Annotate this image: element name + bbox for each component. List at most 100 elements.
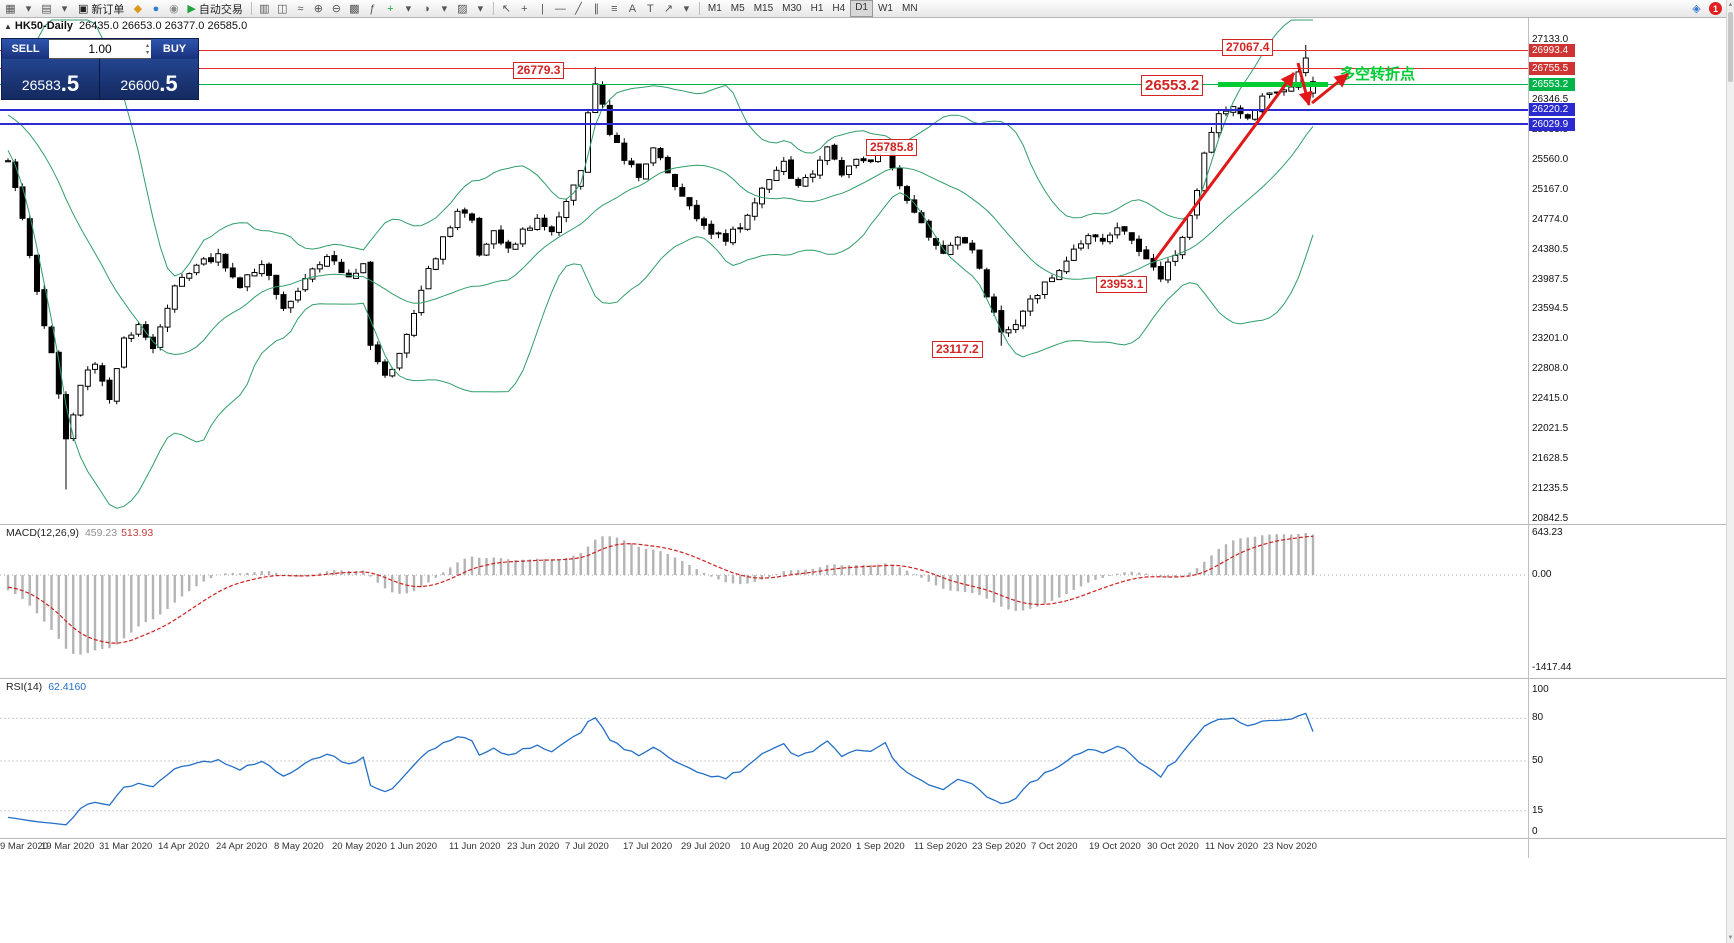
chart-title: ▲ HK50-Daily 26435.0 26653.0 26377.0 26585… [4,20,247,32]
horizontal-line-26029.9[interactable] [0,123,1528,125]
rsi-axis-label: 50 [1532,755,1544,766]
text-icon[interactable]: A [628,2,637,15]
timeframe-m30[interactable]: M30 [782,3,802,14]
line-chart-icon[interactable]: ≈ [297,2,304,15]
auto-trading-button-label: 自动交易 [198,3,243,16]
periods-icon[interactable]: ◑ [423,2,430,15]
price-annotation-26553.2[interactable]: 26553.2 [1141,75,1204,96]
price-marker-26220.2: 26220.2 [1529,103,1575,116]
add-indicator-icon[interactable]: + [387,2,394,15]
metaquotes-icon[interactable]: ◆ [133,3,143,15]
turning-point-segment[interactable] [1218,81,1328,87]
horizontal-line-26755.5[interactable] [0,68,1528,70]
price-annotation-25785.8[interactable]: 25785.8 [866,139,918,156]
new-order-button-label: 新订单 [91,3,125,16]
label-icon[interactable]: T [647,2,654,15]
crosshair-icon[interactable]: + [521,2,528,15]
price-axis-tick: 23987.5 [1532,273,1569,285]
price-axis-tick: 20842.5 [1532,513,1569,524]
price-axis-tick: 22021.5 [1532,423,1569,435]
timeframe-mn[interactable]: MN [901,3,918,14]
date-axis-label: 20 Aug 2020 [798,841,852,852]
bar-chart-icon[interactable]: ▥ [259,3,270,15]
periods-dropdown-icon[interactable]: ▾ [441,3,448,15]
news-icon[interactable]: ◉ [169,3,179,15]
channel-icon[interactable]: ∥ [593,3,600,15]
macd-histogram [0,533,1528,655]
price-axis-tick: 25167.0 [1532,183,1569,195]
timeframe-d1[interactable]: D1 [850,0,873,17]
profiles-icon[interactable]: ▤ [41,3,52,15]
community-icon[interactable]: ◈ [1692,3,1701,15]
collapse-icon[interactable]: ▲ [4,22,12,31]
zoom-out-icon[interactable]: ⊖ [331,3,341,15]
templates-icon[interactable]: ▨ [457,3,468,15]
scrollbar-thumb[interactable] [1728,12,1733,82]
macd-name: MACD(12,26,9) [6,527,79,539]
new-order-button[interactable]: ▣ 新订单 [74,1,128,16]
bollinger-bands [7,19,1314,509]
horizontal-line-26553.2[interactable] [0,83,1528,85]
price-annotation-27067.4[interactable]: 27067.4 [1222,39,1274,56]
auto-trading-icon: ▶ [187,3,196,15]
horizontal-line-26220.2[interactable] [0,108,1528,111]
price-axis-tick: 22415.0 [1532,393,1569,405]
market-icon[interactable]: ● [152,2,160,15]
spinner-up-icon[interactable]: ▴ [145,43,149,49]
timeframe-h1[interactable]: H1 [810,3,824,14]
price-integer: 26583 [21,77,61,93]
notification-badge[interactable]: 1 [1709,2,1722,15]
volume-input[interactable]: 1.00 ▴ ▾ [49,39,151,59]
timeframe-m5[interactable]: M5 [730,3,745,14]
buy-price-button[interactable]: 26600.5 [100,59,198,99]
fibonacci-icon[interactable]: ≡ [611,2,618,15]
buy-button[interactable]: BUY [151,39,198,59]
chart-dropdown-icon[interactable]: ▾ [25,3,32,15]
macd-panel-separator[interactable] [0,524,1726,525]
date-axis-label: 11 Nov 2020 [1205,841,1259,852]
turning-point-note[interactable]: 多空转折点 [1340,66,1416,83]
timeframe-h4[interactable]: H4 [832,3,846,14]
spinner-down-icon[interactable]: ▾ [145,50,149,56]
price-axis-tick: 26346.5 [1532,93,1569,105]
indicators-icon[interactable]: ƒ [369,2,376,15]
arrows-dropdown-icon[interactable]: ▾ [683,3,690,15]
volume-spinner[interactable]: ▴ ▾ [146,43,149,57]
zoom-in-icon[interactable]: ⊕ [313,3,323,15]
date-axis-label: 19 Mar 2020 [41,841,95,852]
rsi-panel-separator[interactable] [0,678,1726,679]
rsi-axis-label: 15 [1532,804,1544,816]
horizontal-line-26993.4[interactable] [0,50,1528,52]
timeframe-w1[interactable]: W1 [877,3,893,14]
auto-trading-button[interactable]: ▶ 自动交易 [183,1,246,16]
date-axis-label: 23 Jun 2020 [507,841,560,852]
timeframe-m15[interactable]: M15 [753,3,774,14]
sell-button[interactable]: SELL [2,39,49,59]
date-axis-label: 9 Mar 2020 [0,841,49,852]
date-axis-label: 11 Sep 2020 [914,841,968,852]
profiles-dropdown-icon[interactable]: ▾ [61,3,68,15]
chart-canvas[interactable] [0,0,1528,860]
vertical-line-icon[interactable]: | [540,2,544,15]
price-annotation-26779.3[interactable]: 26779.3 [513,62,565,79]
cursor-icon[interactable]: ↖ [501,3,511,15]
price-integer: 26600 [120,77,160,93]
new-chart-icon[interactable]: ▦ [5,3,16,15]
rsi-line [7,712,1314,826]
templates-dropdown-icon[interactable]: ▾ [477,3,484,15]
scrollbar[interactable]: ▲ ▼ [1726,0,1734,943]
scroll-down-arrow[interactable]: ▼ [1727,935,1734,941]
indicators-dropdown-icon[interactable]: ▾ [405,3,412,15]
macd-indicator-label: MACD(12,26,9) 459.23 513.93 [6,527,153,539]
price-annotation-23117.2[interactable]: 23117.2 [932,341,983,358]
sell-price-button[interactable]: 26583.5 [2,59,100,99]
arrows-icon[interactable]: ↗ [663,3,673,15]
timeframe-m1[interactable]: M1 [707,3,722,14]
price-annotation-23953.1[interactable]: 23953.1 [1096,276,1148,293]
candlestick-chart-icon[interactable]: ◫ [277,3,288,15]
date-axis-label: 29 Jul 2020 [681,841,731,852]
scroll-up-arrow[interactable]: ▲ [1727,2,1734,8]
horizontal-line-icon[interactable]: — [554,2,566,15]
trendline-icon[interactable]: ╱ [575,3,582,15]
tile-windows-icon[interactable]: ▩ [349,3,360,15]
